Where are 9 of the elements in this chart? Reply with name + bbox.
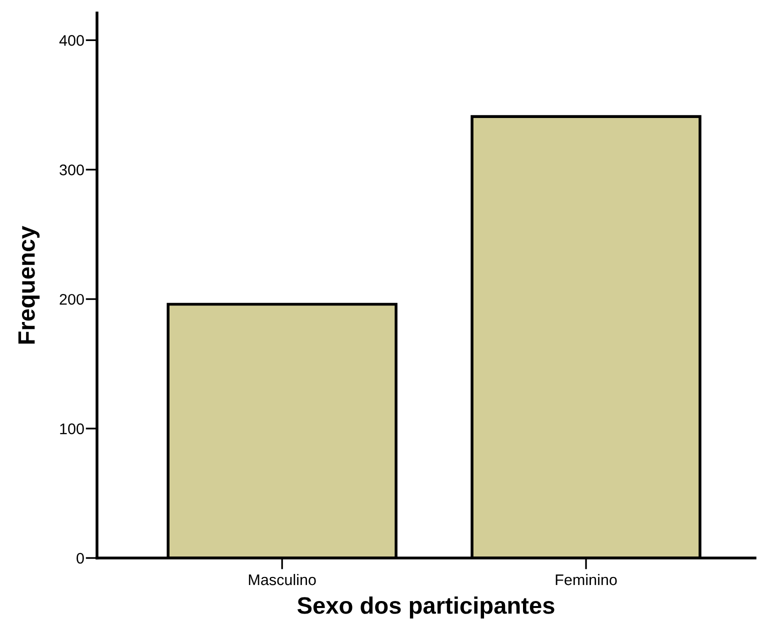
x-tick-label: Masculino xyxy=(248,574,316,586)
x-tick-label: Feminino xyxy=(556,574,617,586)
y-tick-label: 400 xyxy=(59,35,84,46)
y-tick-label: 0 xyxy=(76,552,84,564)
y-tick-label: 300 xyxy=(60,164,84,176)
y-axis-title: Frequency xyxy=(18,226,40,344)
y-tick-label: 200 xyxy=(60,294,84,305)
y-tick-label: 100 xyxy=(60,423,84,434)
x-axis-title: Sexo dos participantes xyxy=(297,596,554,619)
